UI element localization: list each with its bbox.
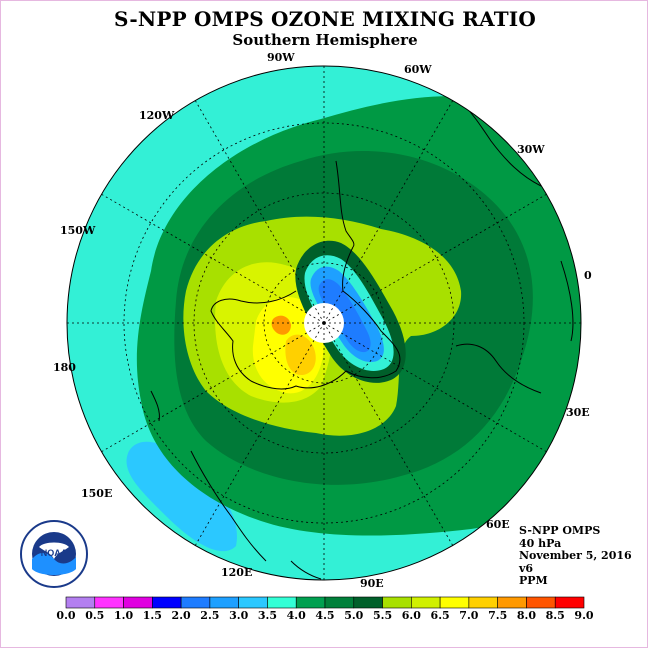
colorbar-swatch (497, 596, 527, 609)
colorbar-tick-label: 1.0 (113, 609, 134, 622)
label-0: 0 (584, 269, 592, 282)
coast-africa-tip (455, 343, 542, 394)
info-units: PPM (519, 574, 548, 587)
map-border (66, 65, 582, 581)
colorbar-swatch (94, 596, 124, 609)
graticule (67, 66, 581, 580)
colorbar-swatch (238, 596, 268, 609)
region-vortex-core (318, 279, 371, 353)
noaa-logo-icon: NOAA (20, 520, 88, 588)
colorbar-tick-label: 5.0 (344, 609, 364, 622)
colorbar-tick-label: 4.0 (286, 609, 306, 622)
colorbar-tick-label: 8.0 (516, 609, 537, 622)
label-60e: 60E (486, 518, 510, 531)
colorbar-tick-label: 0.0 (56, 609, 76, 622)
colorbar-swatch (267, 596, 297, 609)
colorbar-tick-label: 7.5 (488, 609, 508, 622)
colorbar-tick-label: 7.0 (459, 609, 479, 622)
label-120w: 120W (139, 109, 175, 122)
coast-antarctica (210, 246, 401, 390)
logo-text: NOAA (41, 548, 68, 558)
colorbar-swatch (209, 596, 239, 609)
colorbar-swatch (411, 596, 441, 609)
colorbar-tick-label: 3.5 (257, 609, 278, 622)
info-version: v6 (519, 561, 534, 575)
colorbar-tick-label: 2.5 (200, 609, 220, 622)
colorbar-swatch (324, 596, 355, 609)
coast-antarctic-peninsula (335, 160, 355, 248)
info-level: 40 hPa (519, 536, 562, 550)
label-60w: 60W (404, 63, 432, 76)
label-150e: 150E (81, 487, 113, 500)
label-30w: 30W (517, 143, 545, 156)
info-block: S-NPP OMPS 40 hPa November 5, 2016 v6 PP… (519, 524, 632, 588)
coast-africa-west (560, 260, 574, 342)
label-120e: 120E (221, 566, 253, 579)
colorbar-swatch (152, 596, 182, 609)
colorbar-swatch (526, 596, 556, 609)
region-orange (271, 315, 291, 335)
colorbar-swatch (295, 596, 326, 609)
coast-australia-south (290, 560, 322, 580)
colorbar-swatch (353, 596, 383, 609)
colorbar-swatch (123, 596, 153, 609)
colorbar-tick-label: 2.0 (171, 609, 191, 622)
colorbar-tick-label: 1.5 (142, 609, 162, 622)
colorbar-tick-label: 5.5 (372, 609, 393, 622)
label-180: 180 (53, 361, 76, 374)
page-subtitle: Southern Hemisphere (232, 31, 418, 49)
info-date: November 5, 2016 (519, 549, 632, 562)
colorbar-tick-label: 0.5 (85, 609, 105, 622)
region-blue-patch (126, 441, 237, 552)
colorbar-tick-label: 6.5 (430, 609, 450, 622)
label-90w: 90W (267, 51, 295, 64)
colorbar-swatch (382, 596, 412, 609)
label-30e: 30E (566, 406, 590, 419)
colorbar-tick-label: 6.0 (401, 609, 421, 622)
colorbar-swatch (468, 596, 498, 609)
label-90e: 90E (360, 577, 384, 590)
page-title: S-NPP OMPS OZONE MIXING RATIO (114, 7, 536, 31)
coast-australia (190, 450, 267, 562)
colorbar-swatch (439, 596, 470, 609)
coast-nz (150, 390, 160, 422)
colorbar-tick-label: 4.5 (315, 609, 335, 622)
info-instrument: S-NPP OMPS (519, 524, 601, 537)
colorbar-tick-label: 8.5 (545, 609, 565, 622)
colorbar-swatch (65, 596, 96, 609)
colorbar-swatch (180, 596, 211, 609)
region-gold (285, 334, 316, 376)
colorbar-tick-label: 3.0 (229, 609, 249, 622)
label-150w: 150W (60, 224, 96, 237)
colorbar-tick-label: 9.0 (574, 609, 594, 622)
colorbar-swatch (554, 596, 585, 609)
